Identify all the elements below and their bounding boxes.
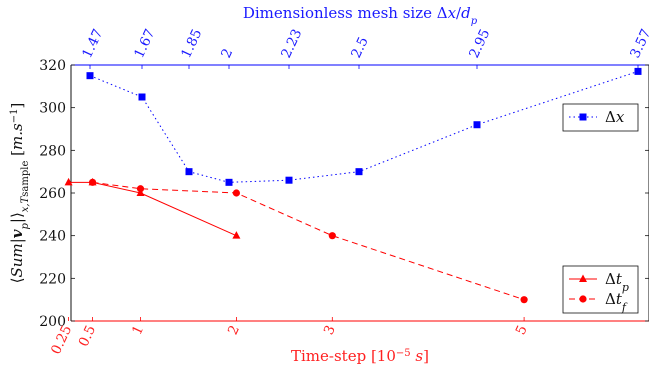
y-tick-label: 320 [39, 58, 66, 74]
data-point [88, 178, 97, 186]
legend-part: Δ [605, 108, 616, 126]
legend-part: Δ [605, 290, 616, 308]
bottom-tick-label: 3 [321, 323, 339, 338]
title-part: ] [423, 347, 429, 365]
series-line-0 [89, 70, 639, 183]
bottom-tick-label: 0.5 [76, 323, 100, 349]
legend-marker [579, 274, 587, 282]
series-line-1 [68, 181, 237, 237]
title-part: x [448, 4, 457, 22]
title-part: ⟨ [8, 277, 26, 283]
y-axis-title: ⟨Sum|vp|⟩x,Tsample [m.s−1] [8, 103, 31, 284]
data-point [232, 189, 240, 197]
y-tick-label: 280 [39, 143, 66, 159]
top-tick-label: 2 [218, 46, 236, 61]
top-tick-label: 1.47 [79, 27, 106, 61]
title-part: s [415, 347, 423, 365]
title-part: [ [8, 150, 26, 161]
legend-part: t [616, 290, 623, 308]
data-point [86, 72, 94, 80]
y-tick-label: 200 [39, 314, 66, 330]
legend-label: Δtp [605, 270, 629, 294]
title-part: Sum [8, 243, 26, 277]
top-axis-title: Dimensionless mesh size Δx/dp [243, 4, 478, 27]
top-tick-label: 2.5 [348, 34, 372, 60]
title-part: v [8, 229, 26, 238]
title-part: ] [8, 103, 26, 109]
top-tick-label: 2.95 [466, 27, 493, 61]
title-part: |⟩ [8, 212, 26, 223]
data-point [634, 67, 642, 75]
legend-upper: Δx [562, 103, 639, 132]
data-point [136, 185, 145, 193]
y-tick-label: 220 [39, 271, 66, 287]
title-part: / [456, 4, 462, 22]
data-point [232, 231, 241, 239]
data-point [285, 176, 293, 184]
title-part: Time-step [10 [291, 347, 396, 365]
data-point [64, 177, 73, 186]
data-point [355, 168, 363, 176]
data-point [185, 168, 193, 176]
legend-marker [579, 295, 587, 303]
legend-upper-entries: Δx [569, 108, 625, 126]
bottom-tick-label: 2 [225, 323, 243, 338]
data-point [520, 296, 528, 304]
legend-marker [579, 113, 587, 121]
title-part: −1 [9, 109, 20, 124]
top-tick-label: 1.67 [131, 27, 158, 61]
title-part: d [461, 4, 471, 22]
legend-label: Δtf [605, 290, 628, 314]
y-tick-label: 260 [39, 186, 66, 202]
y-tick-label: 300 [39, 101, 66, 117]
bottom-tick-label: 1 [129, 323, 147, 338]
y-tick-label: 240 [39, 229, 66, 245]
top-tick-label: 2.23 [278, 27, 305, 61]
plot-area [70, 64, 649, 322]
data-point [138, 93, 146, 101]
bottom-axis-title: Time-step [10−5 s] [291, 347, 429, 365]
y-ticks: 200 220 240 260 280 300 320 [39, 58, 649, 330]
title-part: | [8, 238, 26, 243]
title-part: x,T [20, 195, 31, 212]
data-point [473, 121, 481, 129]
title-part: m.s [8, 123, 26, 150]
legend-label: Δx [605, 108, 625, 126]
title-part: p [471, 16, 478, 27]
legend-part: t [616, 270, 623, 288]
legend-part: x [616, 108, 625, 126]
legend-part: p [622, 281, 629, 294]
title-part: sample [20, 161, 31, 197]
title-part: Dimensionless mesh size Δ [243, 4, 448, 22]
title-part: p [20, 223, 31, 230]
series-layer [64, 67, 642, 304]
top-tick-label: 1.85 [178, 27, 205, 61]
title-part: −5 [396, 348, 411, 359]
legend-part: f [621, 301, 628, 314]
top-ticks: 1.47 1.67 1.85 2 2.23 2.5 2.95 3.57 [79, 27, 649, 69]
legend-lower-box [562, 265, 639, 314]
top-tick-label: 3.57 [627, 27, 649, 61]
legend-part: Δ [605, 270, 616, 288]
data-point [328, 232, 336, 240]
data-point [225, 178, 233, 186]
bottom-ticks: 0.25 0.5 1 2 3 5 [48, 317, 531, 357]
legend-upper-box [562, 103, 639, 132]
bottom-tick-label: 5 [513, 323, 531, 338]
